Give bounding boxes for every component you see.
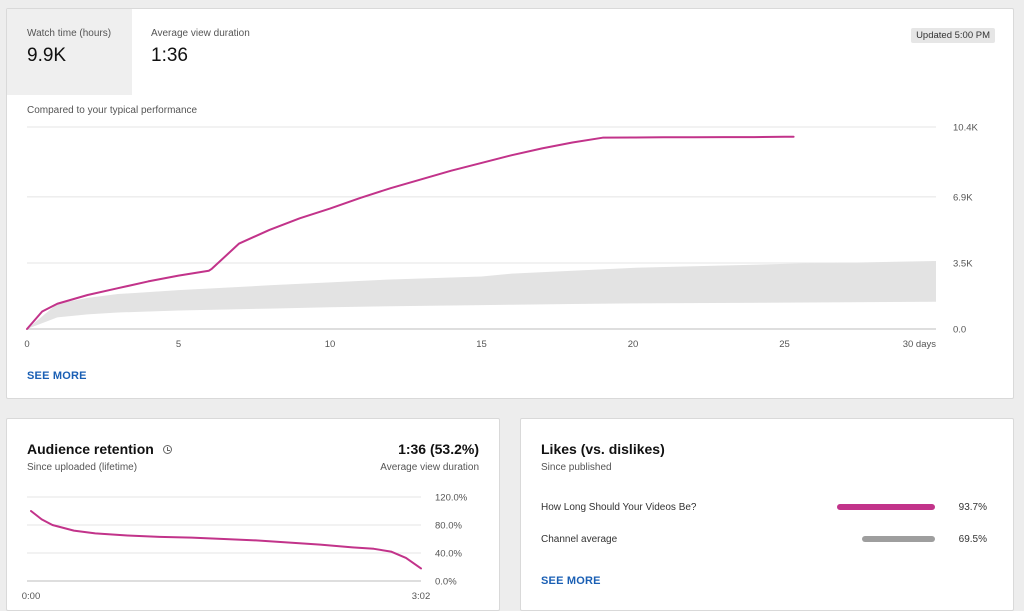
likes-row-pct-channel: 69.5% [958,534,987,545]
x-tick-label: 15 [476,339,487,350]
retention-chart: 0.0% 40.0% 80.0% 120.0% 0:00 3:02 [22,493,468,603]
x-tick-label: 25 [779,339,790,350]
y-tick-label: 0.0 [953,325,966,336]
see-more-link[interactable]: SEE MORE [27,370,87,382]
y-tick-label: 40.0% [435,549,462,560]
metric-tab-watch-time[interactable]: Watch time (hours) 9.9K [7,9,132,95]
likes-title: Likes (vs. dislikes) [541,441,665,457]
y-tick-label: 6.9K [953,192,973,203]
clock-icon[interactable] [163,445,172,454]
retention-subtitle: Since uploaded (lifetime) [27,462,138,473]
y-tick-label: 0.0% [435,577,457,588]
y-tick-label: 120.0% [435,493,468,504]
retention-value: 1:36 (53.2%) [398,441,479,457]
watch-time-label: Watch time (hours) [27,28,112,39]
updated-badge: Updated 5:00 PM [911,28,995,43]
x-tick-label: 5 [176,339,181,350]
y-tick-label: 3.5K [953,258,973,269]
y-tick-label: 10.4K [953,123,978,134]
likes-row-label-channel: Channel average [541,534,618,545]
metric-tab-avg-view-duration[interactable]: Average view duration 1:36 [133,9,273,95]
x-tick-label: 0:00 [22,591,41,602]
x-tick-label: 30 days [903,339,937,350]
audience-retention-card: Audience retention Since uploaded (lifet… [6,418,500,611]
y-tick-label: 80.0% [435,521,462,532]
avg-view-duration-value: 1:36 [151,45,188,66]
comparison-label: Compared to your typical performance [27,105,198,116]
watch-time-value: 9.9K [27,45,67,66]
series-line [30,510,422,570]
retention-title: Audience retention [27,441,154,457]
x-tick-label: 20 [628,339,639,350]
series-line [26,135,795,330]
watch-time-chart: 0.0 3.5K 6.9K 10.4K 0 5 10 15 20 25 30 days [24,123,978,351]
likes-row-label-video: How Long Should Your Videos Be? [541,502,697,513]
likes-see-more-link[interactable]: SEE MORE [541,575,601,587]
x-tick-label: 3:02 [412,591,431,602]
likes-bar-channel [862,536,935,542]
likes-row-pct-video: 93.7% [958,502,987,513]
watch-time-card: Watch time (hours) 9.9K Average view dur… [6,8,1014,399]
typical-range-band [27,261,936,329]
likes-subtitle: Since published [541,462,612,473]
likes-bar-video [837,504,935,510]
avg-view-duration-label: Average view duration [151,28,250,39]
x-tick-label: 0 [24,339,29,350]
x-tick-label: 10 [325,339,336,350]
likes-card: Likes (vs. dislikes) Since published How… [520,418,1014,611]
retention-value-label: Average view duration [380,462,479,473]
